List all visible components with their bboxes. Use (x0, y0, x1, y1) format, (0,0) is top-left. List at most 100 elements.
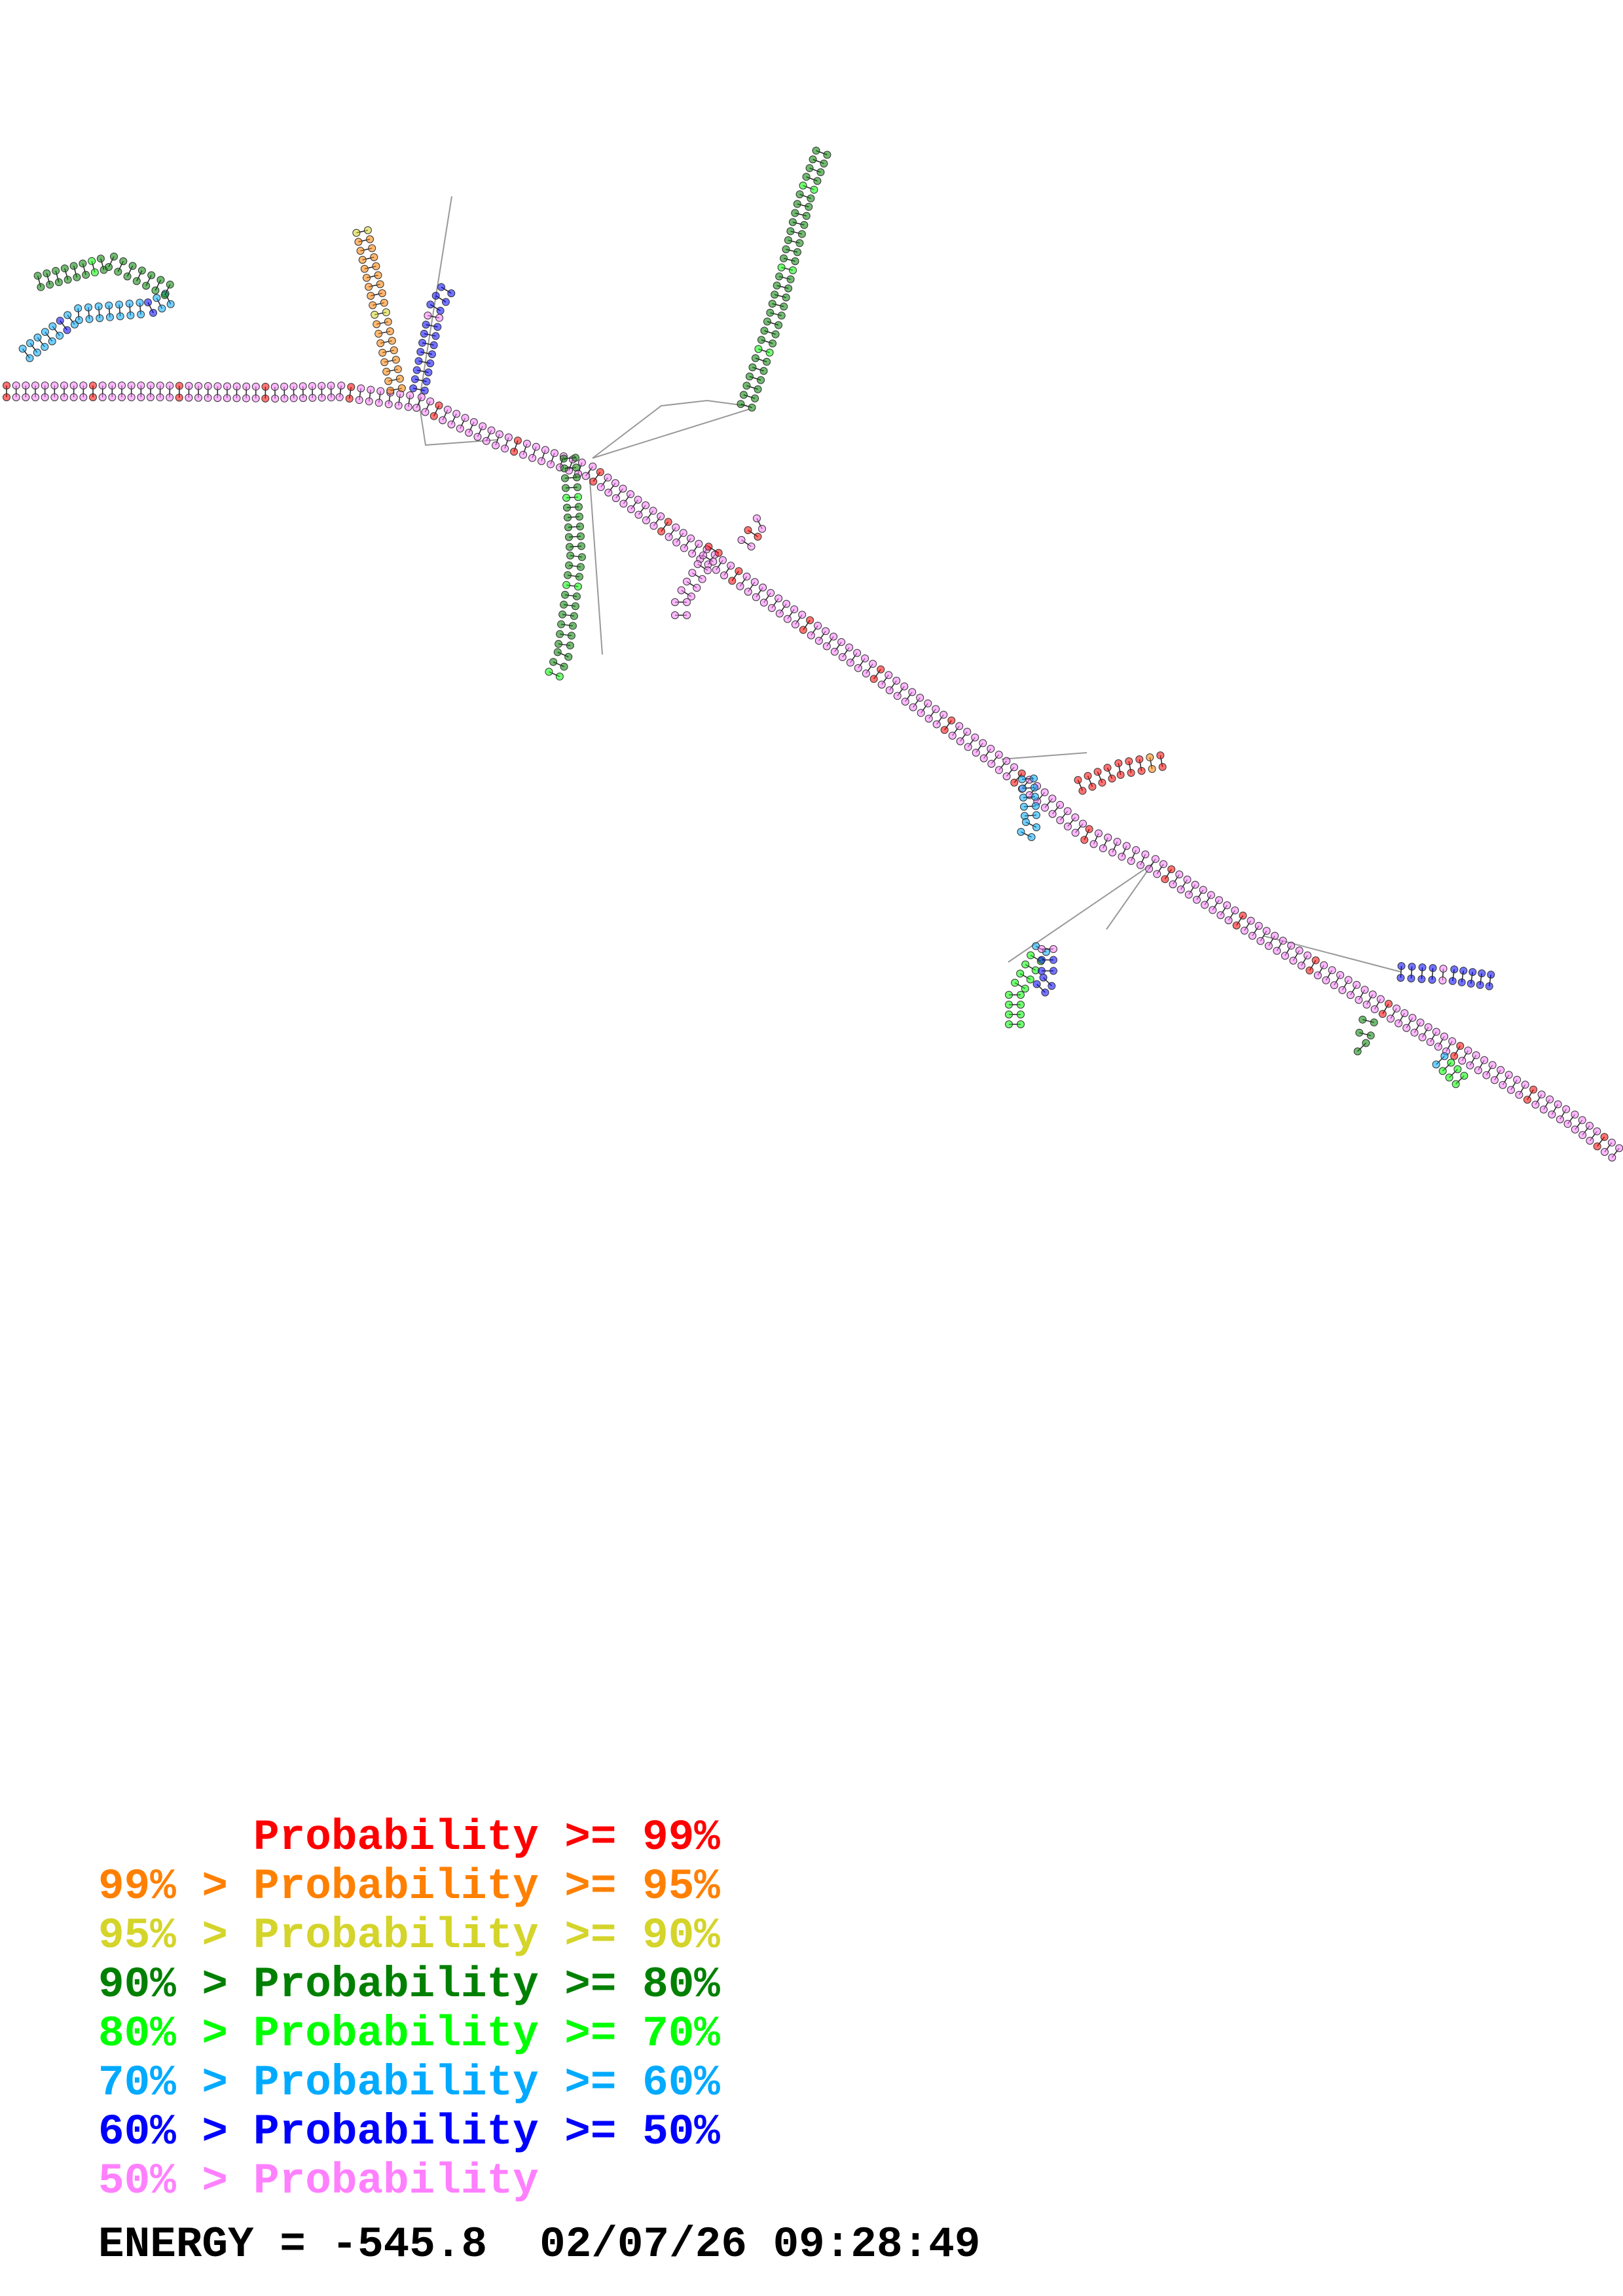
nucleotide (1017, 827, 1025, 836)
nucleotide (979, 754, 988, 762)
nucleotide (1451, 1080, 1460, 1088)
nucleotide (807, 631, 815, 639)
nucleotide (576, 563, 585, 571)
nucleotide (955, 722, 964, 730)
nucleotide (126, 311, 135, 319)
legend-and-footer: Probability >= 99% 99% > Probability >= 9… (98, 1813, 980, 2269)
nucleotide (1032, 823, 1041, 832)
nucleotide (688, 569, 697, 577)
nucleotide (327, 393, 335, 402)
nucleotide (1184, 890, 1193, 899)
nucleotide (1410, 1028, 1419, 1037)
nucleotide (795, 239, 804, 247)
nucleotide (417, 393, 426, 401)
nucleotide (143, 298, 152, 306)
nucleotide (1018, 775, 1027, 783)
nucleotide (1600, 1148, 1609, 1157)
nucleotide (1048, 795, 1057, 803)
nucleotide (604, 488, 613, 497)
nucleotide (1113, 838, 1122, 846)
nucleotide (611, 494, 620, 503)
nucleotide (757, 376, 765, 384)
nucleotide (1408, 963, 1416, 971)
nucleotide (560, 464, 569, 473)
nucleotide (378, 289, 386, 298)
nucleotide (1418, 963, 1427, 972)
nucleotide (802, 173, 811, 181)
nucleotide (1426, 1038, 1434, 1047)
nucleotide (1487, 971, 1495, 979)
nucleotide (1049, 967, 1057, 975)
nucleotide (693, 584, 701, 592)
nucleotide (289, 382, 298, 391)
nucleotide (1460, 1071, 1468, 1080)
nucleotide (1273, 946, 1281, 955)
nucleotide (783, 615, 792, 623)
backbone-link (1001, 752, 1087, 760)
helix-segment (409, 283, 456, 395)
helix-segment (1353, 1015, 1378, 1056)
nucleotide (805, 164, 814, 172)
nucleotide (1027, 951, 1035, 960)
nucleotide (1020, 802, 1029, 811)
nucleotide (380, 298, 388, 307)
nucleotide (18, 344, 27, 353)
nucleotide (972, 748, 980, 757)
nucleotide (1515, 1090, 1523, 1099)
nucleotide (1114, 759, 1123, 768)
nucleotide (799, 626, 807, 634)
nucleotide (812, 147, 820, 155)
helix-segment (1032, 945, 1057, 997)
nucleotide (522, 439, 531, 448)
nucleotide (1578, 1116, 1586, 1124)
nucleotide (1608, 1153, 1616, 1162)
nucleotide (1063, 822, 1072, 831)
nucleotide (89, 393, 97, 401)
nucleotide (433, 323, 442, 331)
nucleotide (1232, 921, 1241, 929)
nucleotide (1103, 763, 1112, 772)
nucleotide (156, 382, 164, 390)
nucleotide (73, 273, 81, 281)
nucleotide (683, 577, 691, 586)
nucleotide (337, 382, 346, 390)
helix-segment (1074, 751, 1167, 795)
nucleotide (956, 737, 964, 745)
nucleotide (1378, 1010, 1387, 1018)
nucleotide (572, 463, 580, 472)
nucleotide (50, 393, 59, 401)
nucleotide (766, 308, 775, 317)
nucleotide (63, 326, 71, 334)
nucleotide (33, 348, 41, 357)
nucleotide (1344, 976, 1353, 984)
nucleotide (561, 474, 570, 482)
nucleotide (1191, 880, 1199, 889)
nucleotide (1098, 778, 1106, 787)
nucleotide (386, 327, 394, 336)
nucleotide (780, 302, 788, 311)
nucleotide (412, 404, 421, 412)
nucleotide (1562, 1105, 1571, 1113)
nucleotide (436, 306, 445, 315)
nucleotide (1432, 1028, 1440, 1036)
nucleotide (422, 321, 430, 329)
nucleotide (683, 611, 691, 619)
nucleotide (1017, 1020, 1025, 1028)
nucleotide (538, 457, 546, 465)
nucleotide (1407, 974, 1415, 982)
nucleotide (1085, 825, 1093, 833)
nucleotide (374, 271, 382, 279)
nucleotide (166, 393, 174, 402)
nucleotide (74, 304, 82, 313)
nucleotide (797, 230, 806, 238)
nucleotide (1256, 937, 1265, 945)
nucleotide (447, 289, 456, 298)
nucleotide (132, 277, 141, 285)
nucleotide (105, 313, 114, 321)
nucleotide (41, 393, 49, 401)
legend-label: Probability >= 50% (253, 2108, 720, 2157)
nucleotide (671, 611, 679, 619)
nucleotide (1537, 1090, 1546, 1099)
nucleotide (137, 310, 145, 319)
nucleotide (971, 733, 979, 742)
